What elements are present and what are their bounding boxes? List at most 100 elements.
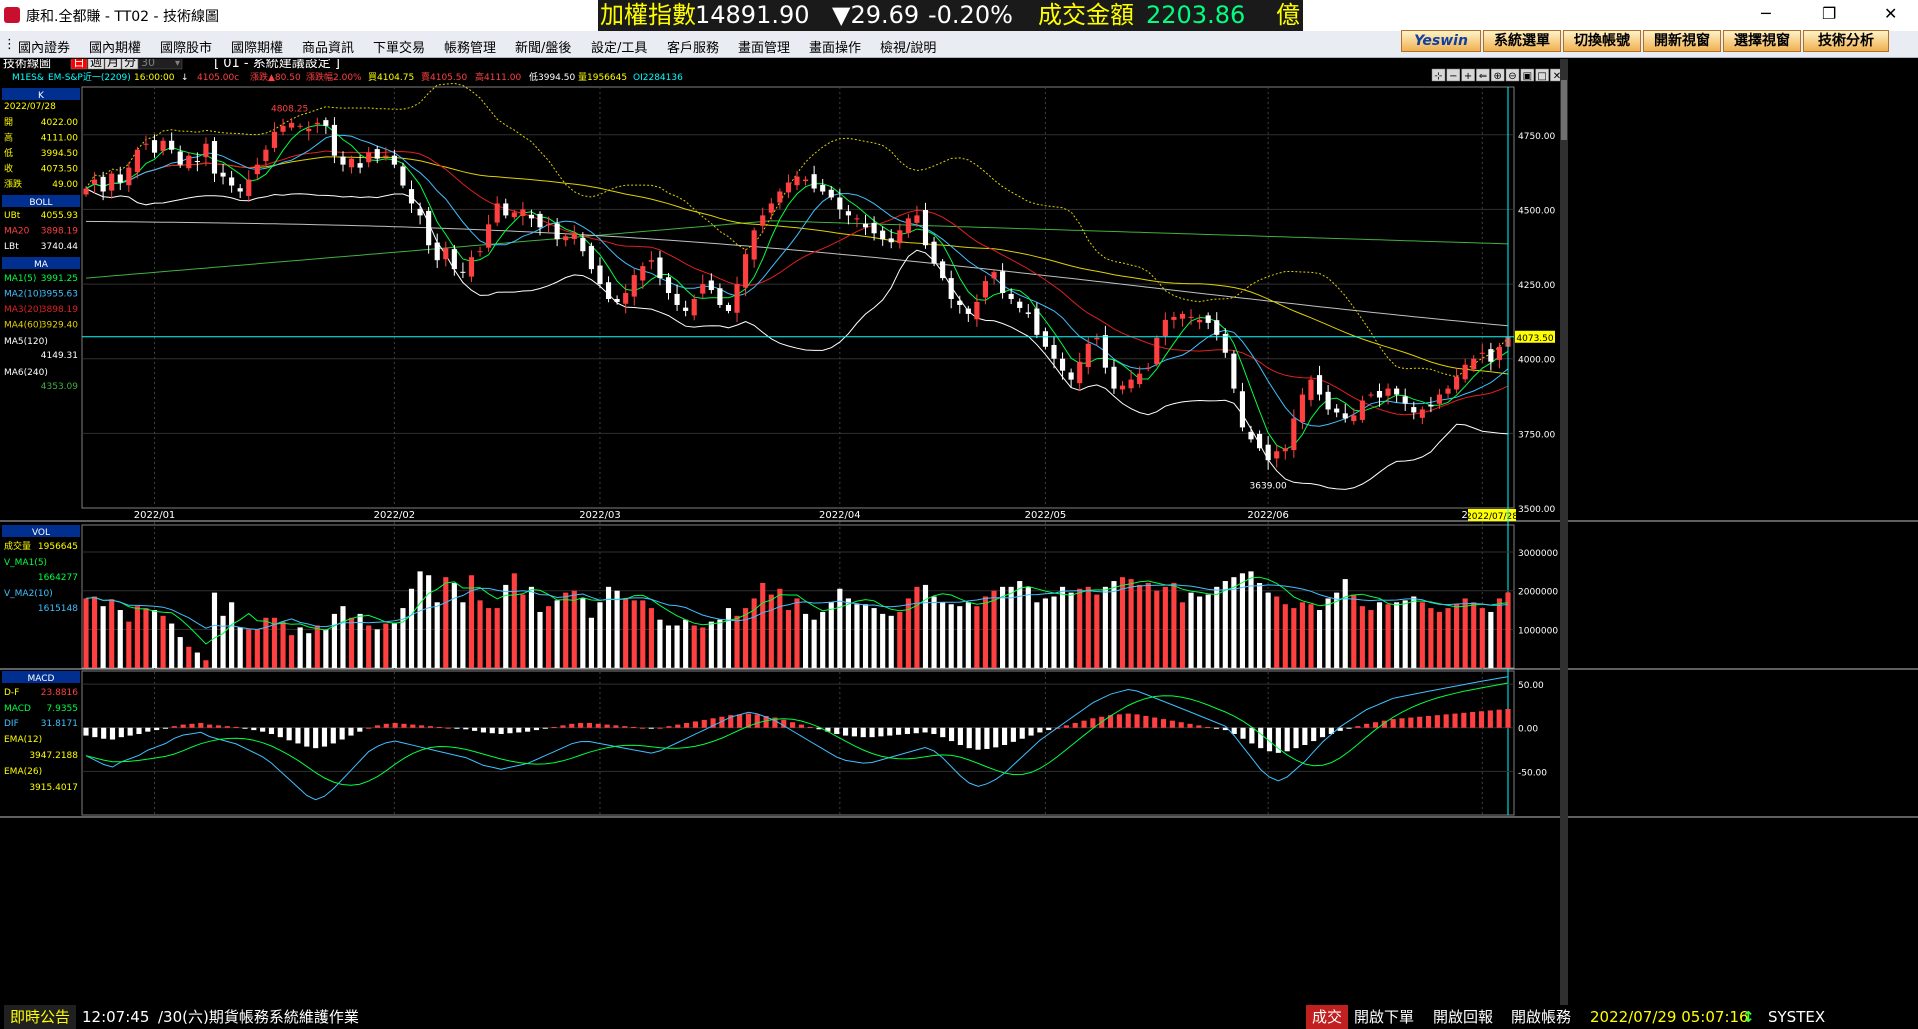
volume-bar bbox=[177, 637, 183, 668]
candle-body bbox=[922, 210, 929, 246]
candle-body bbox=[434, 242, 440, 261]
macd-bar bbox=[1452, 713, 1458, 728]
macd-bar bbox=[427, 726, 434, 728]
switch-account-button[interactable]: 切換帳號 bbox=[1563, 30, 1641, 52]
ma20-line bbox=[85, 150, 1509, 416]
header-field-4: 4105.00c bbox=[197, 73, 239, 83]
candle-body bbox=[314, 122, 320, 125]
menu-item[interactable]: 新聞/盤後 bbox=[515, 41, 572, 56]
v-scrollbar[interactable] bbox=[1560, 59, 1568, 1005]
menu-item[interactable]: 畫面操作 bbox=[809, 41, 862, 56]
volume-bar bbox=[1445, 608, 1451, 668]
candle-body bbox=[391, 155, 397, 165]
technical-chart[interactable]: 技術線圖 日週月分 30 ▾ [ 01 - 系統建議設定 ] M1ES& EM-S&P近一(… bbox=[0, 59, 1918, 1005]
candle-body bbox=[263, 149, 269, 162]
macd-bar bbox=[1037, 727, 1043, 733]
volume-bar bbox=[802, 613, 809, 668]
vol-row-0-key: 成交量 bbox=[4, 540, 31, 552]
maximize-icon[interactable]: ❐ bbox=[1822, 4, 1837, 23]
volume-bar bbox=[1282, 604, 1288, 668]
candle-body bbox=[785, 182, 792, 193]
volume-bar bbox=[888, 615, 894, 668]
candle-body bbox=[177, 151, 183, 165]
volume-bar bbox=[1188, 592, 1194, 668]
header-field-6: 漲跌幅2.00% bbox=[306, 71, 362, 83]
macd-row-4-key: EMA(26) bbox=[4, 767, 42, 777]
volume-bar bbox=[1042, 598, 1048, 668]
menu-item[interactable]: 國際期權 bbox=[231, 41, 284, 56]
menu-item[interactable]: 下單交易 bbox=[373, 41, 426, 56]
candle-body bbox=[1257, 433, 1263, 449]
menu-item[interactable]: 客戶服務 bbox=[667, 41, 720, 56]
panel-title: 技術線圖 bbox=[3, 59, 51, 70]
menu-item[interactable]: 國內證券 bbox=[18, 41, 71, 56]
macd-bar bbox=[675, 724, 681, 728]
candle-body bbox=[1128, 379, 1134, 389]
yeswin-button[interactable]: Yeswin bbox=[1401, 30, 1481, 52]
macd-bar bbox=[631, 726, 637, 728]
macd-bar bbox=[445, 727, 451, 729]
macd-bar bbox=[295, 727, 301, 744]
menu-item[interactable]: 帳務管理 bbox=[444, 41, 497, 56]
menu-item[interactable]: 畫面管理 bbox=[738, 41, 791, 56]
notice-label[interactable]: 即時公告 bbox=[4, 1005, 76, 1029]
zoom-in-icon bbox=[1490, 68, 1505, 82]
volume-bar bbox=[948, 604, 954, 668]
current-date-label: 2022/07/28 bbox=[1466, 512, 1518, 522]
period-button-1 bbox=[87, 59, 105, 70]
candle-body bbox=[1239, 391, 1246, 428]
notice-text[interactable]: /30(六)期貨帳務系統維護作業 bbox=[158, 1008, 359, 1026]
menu-item[interactable]: 國際股市 bbox=[160, 41, 213, 56]
macd-bar bbox=[639, 727, 646, 729]
open-order-button[interactable]: 開啟下單 bbox=[1354, 1008, 1415, 1026]
volume-bar bbox=[905, 598, 911, 668]
volume-bar bbox=[1368, 610, 1374, 668]
volume-bar bbox=[151, 610, 158, 668]
menu-item[interactable]: 設定/工具 bbox=[591, 41, 648, 56]
open-report-button[interactable]: 開啟回報 bbox=[1433, 1008, 1494, 1026]
candle-body bbox=[109, 173, 115, 191]
open-account-button[interactable]: 開啟帳務 bbox=[1511, 1008, 1572, 1026]
boll-section-header-label: BOLL bbox=[29, 198, 52, 208]
menu-item[interactable]: 國內期權 bbox=[89, 41, 142, 56]
macd-bar bbox=[127, 727, 133, 736]
menu-item[interactable]: 商品資訊 bbox=[302, 41, 355, 56]
candle-body bbox=[546, 224, 552, 226]
macd-bar bbox=[489, 727, 495, 734]
minimize-icon[interactable]: ─ bbox=[1761, 4, 1771, 23]
volume-bar bbox=[1059, 586, 1066, 668]
v-scrollbar-thumb[interactable] bbox=[1561, 80, 1567, 140]
volume-bar bbox=[494, 608, 500, 668]
menu-item[interactable]: 檢視/說明 bbox=[880, 41, 937, 56]
candle-body bbox=[537, 213, 543, 228]
candle-body bbox=[1059, 358, 1066, 371]
candle-body bbox=[691, 298, 697, 316]
vol-section-header-label: VOL bbox=[32, 528, 50, 538]
candle-body bbox=[1025, 312, 1031, 314]
macd-bar bbox=[233, 726, 239, 728]
tech-analysis-button[interactable]: 技術分析 bbox=[1803, 30, 1889, 52]
volume-bar bbox=[374, 629, 380, 668]
macd-row-4-value: 3915.4017 bbox=[29, 783, 78, 793]
title-bar: 康和.全都賺 - TT02 - 技術線圖 加權指數 14891.90 ▼29.6… bbox=[0, 0, 1918, 31]
volume-bar bbox=[1154, 590, 1160, 668]
select-window-button[interactable]: 選擇視窗 bbox=[1723, 30, 1801, 52]
volume-bar bbox=[220, 615, 226, 668]
x-tick-label: 2022/03 bbox=[579, 510, 621, 521]
system-menu-button[interactable]: 系統選單 bbox=[1483, 30, 1561, 52]
ticker-amount: 2203.86 bbox=[1146, 1, 1246, 29]
macd-bar bbox=[834, 727, 840, 735]
ma-section-header-label: MA bbox=[34, 260, 49, 270]
volume-bar bbox=[1274, 596, 1280, 668]
new-window-button[interactable]: 開新視窗 bbox=[1643, 30, 1721, 52]
candle-body bbox=[940, 261, 946, 279]
k-row-2-key: 低 bbox=[4, 147, 13, 159]
candle-body bbox=[880, 230, 886, 240]
candle-body bbox=[580, 237, 586, 252]
macd-tick-label: 50.00 bbox=[1518, 681, 1544, 691]
close-icon[interactable]: ✕ bbox=[1884, 4, 1898, 23]
macd-row-2-value: 31.8171 bbox=[41, 719, 78, 729]
ma-row-0-key: MA1(5) bbox=[4, 274, 36, 284]
candle-body bbox=[254, 164, 260, 175]
trade-button[interactable]: 成交 bbox=[1306, 1005, 1348, 1029]
